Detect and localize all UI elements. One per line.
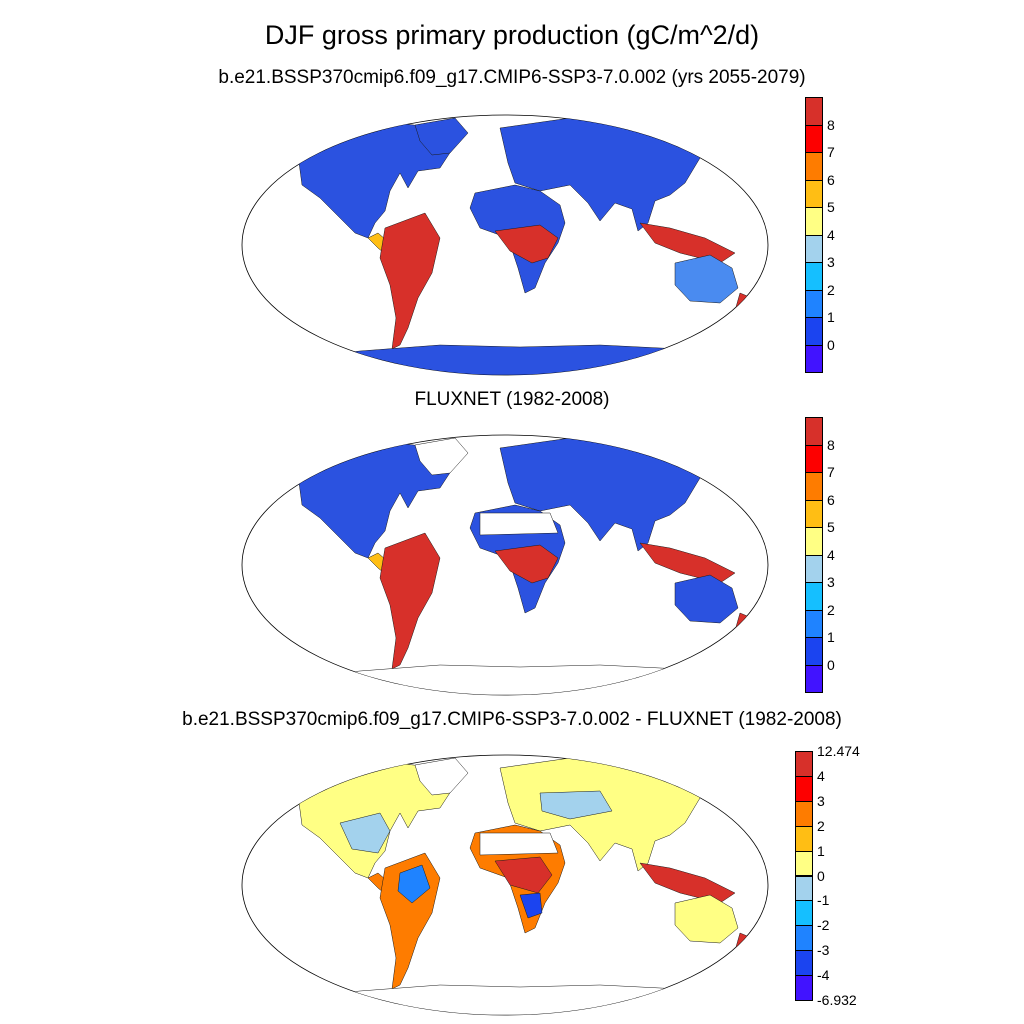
- colorbar-label: -2: [817, 917, 830, 934]
- colorbar-swatch: [805, 234, 823, 263]
- australia: [674, 574, 739, 624]
- colorbar-label: 6: [827, 491, 835, 508]
- colorbar-swatch: [805, 262, 823, 291]
- colorbar-swatch: [805, 97, 823, 126]
- panel-3-colorbar: 12.474 4 3 2 1 0 -1 -2 -3 -4 -6.932: [795, 743, 873, 1008]
- amazon-negative: [397, 864, 431, 904]
- colorbar-swatch: [805, 344, 823, 373]
- panel-1-colorbar: 8 7 6 5 4 3 2 1 0: [805, 97, 883, 373]
- colorbar-label: 0: [827, 336, 835, 353]
- panel-2-subtitle: FLUXNET (1982-2008): [414, 389, 610, 410]
- australia: [674, 894, 739, 944]
- colorbar-swatch: [805, 637, 823, 666]
- panel-3-map: [241, 754, 769, 1016]
- sahara-no-data: [479, 832, 559, 856]
- panel-3-subtitle: b.e21.BSSP370cmip6.f09_g17.CMIP6-SSP3-7.…: [182, 709, 842, 730]
- colorbar-label: 12.474: [817, 743, 860, 759]
- colorbar-swatch: [795, 925, 813, 952]
- colorbar-label: -4: [817, 967, 830, 984]
- panel-2-map: [241, 434, 769, 696]
- colorbar-swatch: [795, 825, 813, 852]
- colorbar-swatch: [795, 775, 813, 802]
- greenland: [414, 757, 469, 796]
- colorbar-swatch: [805, 179, 823, 208]
- colorbar-label: 8: [827, 116, 835, 133]
- colorbar-swatch: [805, 472, 823, 501]
- colorbar-swatch: [795, 900, 813, 927]
- panel-1-map: [241, 114, 769, 376]
- colorbar-swatch: [805, 582, 823, 611]
- colorbar-label: 7: [827, 464, 835, 480]
- greenland: [414, 437, 469, 476]
- colorbar-swatch: [805, 527, 823, 556]
- south-america: [379, 212, 441, 350]
- australia: [674, 254, 739, 304]
- colorbar-swatch: [805, 609, 823, 638]
- panel-1-subtitle: b.e21.BSSP370cmip6.f09_g17.CMIP6-SSP3-7.…: [218, 67, 806, 88]
- southeast-asia: [639, 862, 736, 904]
- colorbar-label: 4: [827, 226, 835, 243]
- south-america: [379, 532, 441, 670]
- colorbar-swatch: [805, 417, 823, 446]
- panel-2-colorbar: 8 7 6 5 4 3 2 1 0: [805, 417, 883, 693]
- africa-south-negative: [519, 892, 543, 919]
- colorbar-label: -6.932: [817, 992, 857, 1008]
- colorbar-label: 0: [817, 867, 825, 884]
- colorbar-label: 7: [827, 144, 835, 160]
- greenland: [414, 117, 469, 156]
- colorbar-label: 0: [827, 656, 835, 673]
- colorbar-swatch: [805, 317, 823, 346]
- colorbar-label: 1: [817, 842, 825, 859]
- sahara-no-data: [479, 512, 559, 536]
- africa-tropics: [494, 224, 559, 264]
- colorbar-swatch: [805, 499, 823, 528]
- colorbar-label: 4: [817, 767, 825, 784]
- colorbar-swatch: [805, 664, 823, 693]
- colorbar-label: 5: [827, 199, 835, 215]
- colorbar-label: 6: [827, 171, 835, 188]
- colorbar-label: 4: [827, 546, 835, 563]
- colorbar-label: 1: [827, 309, 835, 325]
- colorbar-swatch: [795, 975, 813, 1001]
- colorbar-label: 3: [827, 574, 835, 590]
- colorbar-swatch: [805, 289, 823, 318]
- colorbar-label: 3: [827, 254, 835, 270]
- figure-title: DJF gross primary production (gC/m^2/d): [264, 20, 760, 50]
- colorbar-label: 2: [827, 601, 835, 618]
- colorbar-label: 8: [827, 436, 835, 453]
- central-asia-negative: [539, 790, 613, 820]
- colorbar-swatch: [805, 207, 823, 236]
- colorbar-label: 2: [817, 817, 825, 834]
- africa-tropics: [494, 856, 553, 894]
- colorbar-swatch: [805, 124, 823, 153]
- colorbar-label: -1: [817, 892, 830, 909]
- africa-tropics: [494, 544, 559, 584]
- colorbar-swatch: [795, 800, 813, 827]
- colorbar-swatch: [795, 875, 813, 902]
- colorbar-label: -3: [817, 942, 830, 959]
- colorbar-swatch: [795, 850, 813, 877]
- colorbar-swatch: [805, 444, 823, 473]
- colorbar-swatch: [805, 152, 823, 181]
- colorbar-label: 3: [817, 792, 825, 809]
- colorbar-label: 1: [827, 629, 835, 645]
- southeast-asia: [639, 542, 736, 584]
- north-america-east: [339, 812, 391, 854]
- colorbar-label: 2: [827, 281, 835, 298]
- colorbar-swatch: [795, 950, 813, 977]
- colorbar-label: 5: [827, 519, 835, 535]
- southeast-asia: [639, 222, 736, 264]
- colorbar-swatch: [795, 751, 813, 777]
- colorbar-swatch: [805, 554, 823, 583]
